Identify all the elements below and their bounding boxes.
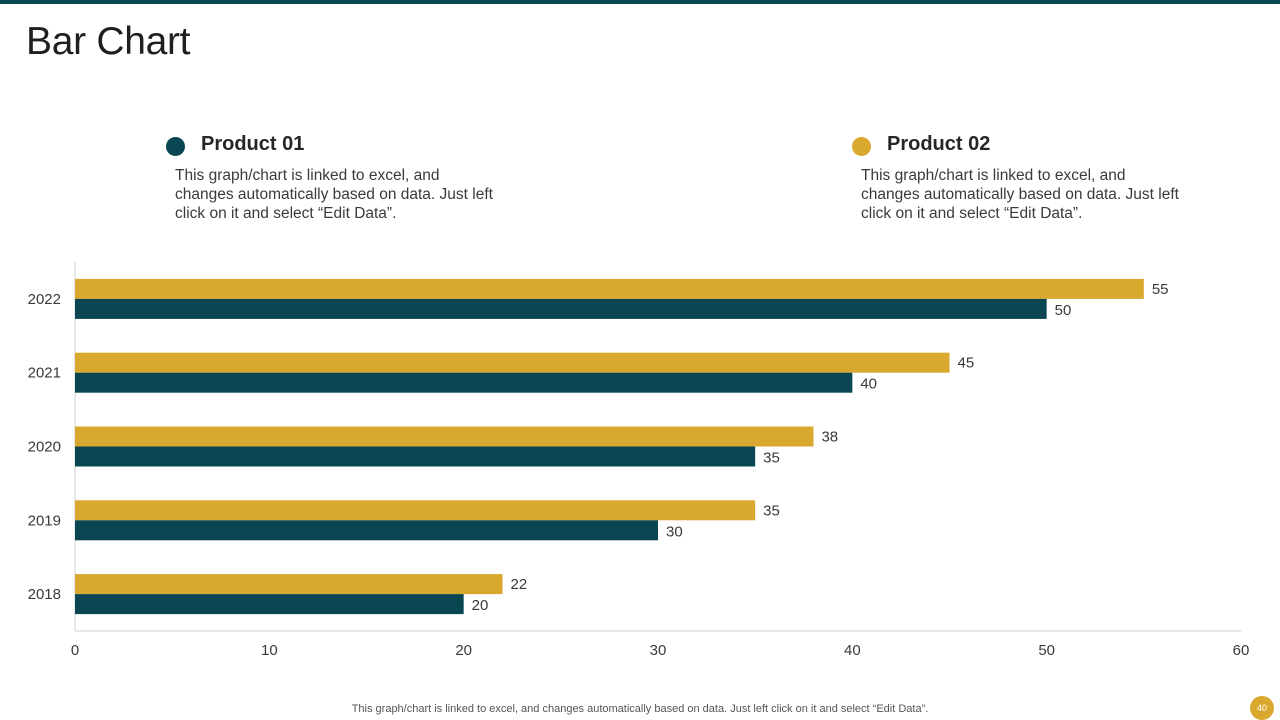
bar-product-02 xyxy=(75,352,950,373)
top-accent-bar xyxy=(0,0,1280,4)
data-label-product-01: 20 xyxy=(472,597,489,614)
data-label-product-02: 35 xyxy=(763,502,780,519)
x-tick-label: 50 xyxy=(1038,642,1055,659)
bar-product-02 xyxy=(75,574,503,595)
legend-description: This graph/chart is linked to excel, and… xyxy=(861,167,1179,222)
data-label-product-02: 38 xyxy=(821,429,838,446)
bar-product-02 xyxy=(75,500,756,521)
data-label-product-01: 35 xyxy=(763,450,780,467)
x-tick-label: 40 xyxy=(844,642,861,659)
y-tick-label: 2021 xyxy=(28,365,61,382)
data-label-product-01: 30 xyxy=(666,523,683,540)
bar-product-01 xyxy=(75,520,658,541)
x-tick-label: 0 xyxy=(71,642,79,659)
slide-title[interactable]: Bar Chart xyxy=(26,20,191,63)
bar-product-02 xyxy=(75,278,1144,299)
y-tick-label: 2020 xyxy=(28,439,61,456)
x-tick-label: 10 xyxy=(261,642,278,659)
bar-product-01 xyxy=(75,446,756,467)
y-tick-label: 2018 xyxy=(28,586,61,603)
x-tick-label: 60 xyxy=(1233,642,1250,659)
data-label-product-01: 50 xyxy=(1055,302,1072,319)
bar-product-01 xyxy=(75,298,1047,319)
x-tick-label: 20 xyxy=(455,642,472,659)
data-label-product-01: 40 xyxy=(860,376,877,393)
y-tick-label: 2022 xyxy=(28,291,61,308)
legend-dot-icon xyxy=(852,137,871,156)
legend-dot-icon xyxy=(166,137,185,156)
page-number-badge: 40 xyxy=(1250,696,1274,720)
bar-chart[interactable]: 0 10 20 30 40 50 60 2018 22 20 2019 35 30 2020 38 35 202… xyxy=(0,0,1280,700)
footer-note: This graph/chart is linked to excel, and… xyxy=(351,703,929,715)
legend-title: Product 02 xyxy=(887,133,991,155)
data-label-product-02: 55 xyxy=(1152,281,1169,298)
legend-description: This graph/chart is linked to excel, and… xyxy=(175,167,493,222)
legend-title: Product 01 xyxy=(201,133,305,155)
bar-product-01 xyxy=(75,372,853,393)
data-label-product-02: 22 xyxy=(511,576,528,593)
y-tick-label: 2019 xyxy=(28,512,61,529)
bar-product-02 xyxy=(75,426,814,447)
x-tick-label: 30 xyxy=(650,642,667,659)
data-label-product-02: 45 xyxy=(958,355,975,372)
bar-product-01 xyxy=(75,594,464,615)
